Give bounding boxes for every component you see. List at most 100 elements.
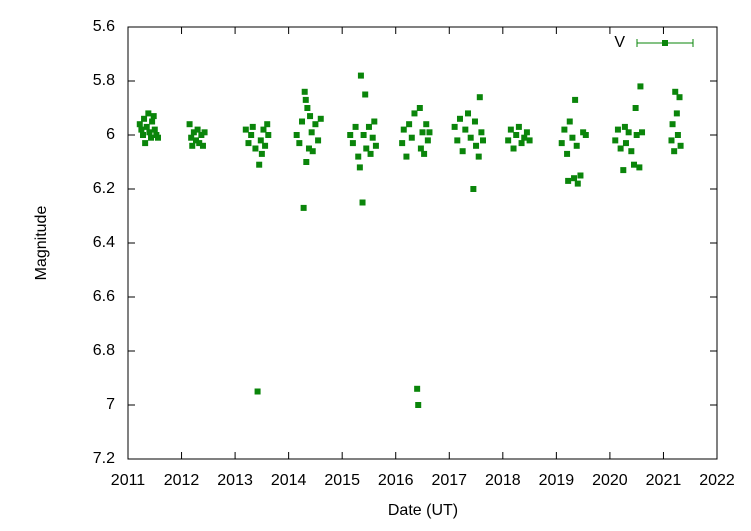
data-point — [254, 388, 261, 395]
data-point — [199, 142, 206, 149]
x-tick-label: 2016 — [378, 472, 414, 489]
data-point — [403, 153, 410, 160]
data-point — [186, 121, 193, 128]
data-point — [308, 129, 315, 136]
data-point — [416, 105, 423, 111]
data-point — [347, 132, 354, 138]
y-tick-label: 5.8 — [93, 72, 115, 89]
data-point — [194, 126, 201, 133]
data-point — [296, 140, 303, 147]
data-point — [505, 137, 512, 144]
data-point — [249, 123, 256, 130]
data-point — [154, 134, 161, 141]
data-point — [260, 126, 267, 133]
x-tick-label: 2022 — [699, 472, 735, 489]
data-point — [577, 172, 584, 179]
x-tick-label: 2019 — [539, 472, 575, 489]
y-tick-label: 6.4 — [93, 234, 115, 251]
data-point — [406, 121, 413, 128]
data-point — [454, 137, 461, 144]
y-tick-label: 6.8 — [93, 342, 115, 359]
y-tick-label: 6.2 — [93, 180, 115, 197]
data-point — [365, 123, 372, 130]
data-point — [451, 123, 458, 130]
data-point — [252, 145, 259, 152]
data-point — [423, 121, 430, 128]
data-point — [309, 148, 316, 155]
data-point — [359, 199, 366, 206]
data-point — [248, 132, 255, 138]
data-point — [400, 126, 407, 133]
data-point — [459, 148, 466, 155]
data-point — [507, 126, 514, 133]
data-point — [518, 140, 525, 147]
data-point — [363, 145, 370, 152]
x-tick-label: 2018 — [485, 472, 521, 489]
data-point — [421, 150, 428, 157]
data-point — [574, 180, 581, 187]
y-tick-label: 5.6 — [93, 18, 115, 35]
x-axis-label: Date (UT) — [388, 502, 458, 519]
data-point — [408, 134, 415, 141]
data-point — [513, 132, 520, 138]
x-tick-label: 2020 — [592, 472, 628, 489]
data-point — [573, 142, 580, 149]
data-point — [470, 186, 477, 192]
data-point — [312, 121, 319, 128]
data-point — [673, 110, 680, 117]
data-point — [561, 126, 568, 133]
data-point — [258, 150, 265, 157]
data-point — [424, 137, 431, 144]
data-point — [480, 137, 487, 144]
data-point — [360, 132, 367, 138]
data-point — [632, 105, 639, 111]
data-point — [189, 142, 196, 149]
data-point — [628, 148, 635, 155]
data-point — [362, 91, 369, 98]
data-point — [476, 94, 483, 101]
data-point — [571, 175, 578, 182]
x-tick-label: 2015 — [324, 472, 360, 489]
data-point — [674, 132, 681, 138]
data-point — [242, 126, 249, 133]
data-point — [190, 129, 197, 136]
data-point — [467, 134, 474, 141]
data-point — [478, 129, 485, 136]
data-point — [637, 83, 644, 90]
x-tick-label: 2017 — [431, 472, 467, 489]
data-point — [369, 134, 376, 141]
data-point — [622, 140, 629, 147]
data-point — [139, 132, 146, 138]
data-point — [198, 132, 205, 138]
data-point — [143, 123, 150, 130]
data-point — [473, 142, 480, 149]
data-point — [566, 118, 573, 125]
y-tick-label: 6.6 — [93, 288, 115, 305]
data-point — [677, 142, 684, 149]
data-point — [558, 140, 565, 147]
data-point — [138, 126, 145, 133]
data-point — [196, 140, 203, 147]
data-point — [633, 132, 640, 138]
data-point — [475, 153, 482, 160]
data-point — [265, 132, 272, 138]
data-point — [669, 121, 676, 128]
data-point — [141, 115, 148, 122]
x-tick-label: 2013 — [217, 472, 253, 489]
data-point — [521, 134, 528, 141]
data-point — [304, 105, 311, 111]
data-point — [569, 134, 576, 141]
data-point — [256, 161, 263, 168]
data-point — [614, 126, 621, 133]
data-point — [417, 145, 424, 152]
data-point — [564, 150, 571, 157]
data-point — [188, 134, 195, 141]
data-point — [293, 132, 300, 138]
x-tick-label: 2012 — [164, 472, 200, 489]
data-point — [148, 134, 155, 141]
data-point — [399, 140, 406, 147]
y-axis-label: Magnitude — [33, 206, 50, 281]
data-point — [668, 137, 675, 144]
x-tick-label: 2011 — [111, 472, 146, 489]
data-point — [356, 164, 363, 171]
